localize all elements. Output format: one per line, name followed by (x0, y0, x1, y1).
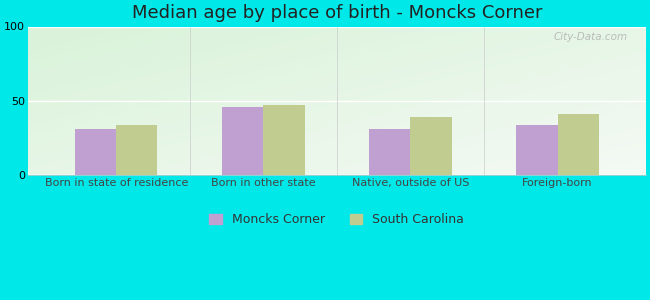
Legend: Moncks Corner, South Carolina: Moncks Corner, South Carolina (205, 208, 469, 231)
Bar (410, 117, 452, 175)
Bar (222, 107, 263, 175)
Bar (558, 114, 599, 175)
Bar (116, 124, 157, 175)
Bar (516, 124, 558, 175)
Bar (263, 105, 304, 175)
Bar (369, 129, 410, 175)
Text: City-Data.com: City-Data.com (553, 32, 627, 42)
Bar (75, 129, 116, 175)
Title: Median age by place of birth - Moncks Corner: Median age by place of birth - Moncks Co… (132, 4, 542, 22)
